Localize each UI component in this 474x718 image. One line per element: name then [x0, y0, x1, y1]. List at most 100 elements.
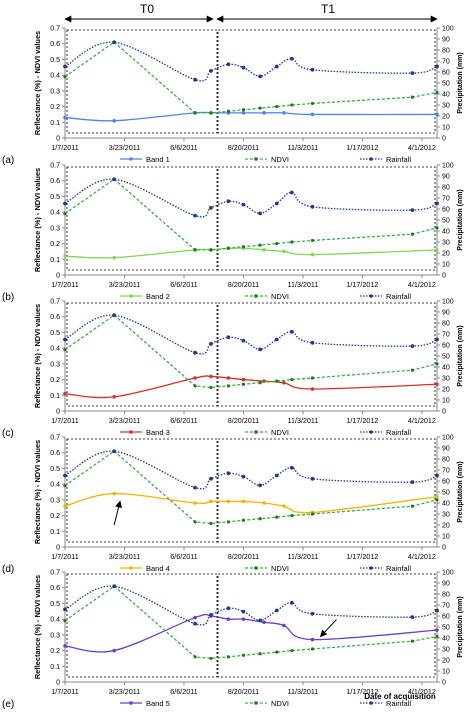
y-right-tick-label: 10	[442, 669, 450, 676]
y-right-tick-label: 70	[442, 332, 450, 339]
panel-label: (c)	[2, 428, 14, 439]
y-right-tick-label: 100	[442, 570, 454, 577]
data-point-rainfall	[310, 67, 315, 72]
y-left-tick-label: 0.5	[50, 57, 60, 64]
x-tick-label: 4/1/2012	[408, 416, 436, 425]
x-tick-label: 1/7/2011	[51, 687, 78, 696]
y-right-tick-label: 100	[442, 435, 454, 442]
data-point-ndvi	[310, 376, 315, 380]
panel-label: (b)	[2, 292, 14, 303]
data-point-rainfall	[274, 473, 279, 478]
legend-marker-rainfall	[369, 701, 373, 705]
data-point-ndvi	[410, 368, 415, 372]
x-tick-label: 3/23/2011	[109, 416, 140, 425]
data-point-band-5	[310, 637, 315, 642]
legend-marker-ndvi	[254, 157, 258, 161]
x-tick-label: 1/17/2012	[346, 280, 378, 289]
panel-label: (a)	[2, 155, 14, 166]
data-point-band-4	[241, 499, 246, 504]
y-left-title: Reflectance (%) - NDVI values	[33, 440, 42, 544]
series-line-rainfall	[64, 585, 438, 626]
y-left-tick-label: 0.5	[50, 601, 60, 608]
y-right-title: Precipitation (mm)	[457, 189, 464, 250]
y-right-tick-label: 0	[442, 273, 446, 280]
data-point-rainfall	[258, 211, 263, 216]
data-point-ndvi	[258, 106, 262, 110]
y-left-tick-label: 0.5	[50, 330, 60, 337]
data-point-ndvi	[435, 90, 439, 95]
data-point-rainfall	[63, 473, 67, 478]
legend-label-band-5: Band 5	[146, 699, 170, 708]
period-label-t1: T1	[321, 2, 335, 16]
y-right-tick-label: 10	[442, 534, 450, 541]
data-point-rainfall	[258, 74, 263, 79]
data-point-rainfall	[193, 621, 197, 626]
legend-label-ndvi: NDVI	[271, 564, 289, 573]
x-tick-label: 1/17/2012	[346, 552, 378, 561]
data-point-band-3	[226, 376, 231, 380]
data-point-rainfall	[226, 471, 231, 476]
series-line-ndvi	[64, 585, 438, 660]
data-point-rainfall	[274, 337, 279, 342]
y-right-tick-label: 70	[442, 196, 450, 203]
data-point-band-1	[435, 112, 439, 117]
series-line-band-1	[64, 111, 438, 122]
y-left-tick-label: 0.7	[50, 163, 60, 170]
data-point-rainfall	[310, 340, 315, 345]
y-left-tick-label: 0.1	[50, 529, 60, 536]
legend-label-ndvi: NDVI	[271, 292, 289, 301]
y-left-tick-label: 0.2	[50, 104, 60, 111]
data-point-band-1	[241, 111, 246, 115]
legend-label-rainfall: Rainfall	[386, 292, 411, 301]
data-point-ndvi	[258, 517, 262, 521]
data-point-rainfall	[226, 62, 231, 67]
y-left-tick-label: 0	[56, 136, 60, 143]
data-point-band-2	[112, 255, 116, 260]
period-box-t0	[66, 29, 218, 134]
series-line-ndvi	[64, 450, 438, 525]
data-point-ndvi	[435, 634, 439, 639]
y-left-title: Reflectance (%) - NDVI values	[33, 304, 42, 408]
data-point-band-4	[226, 499, 231, 504]
y-left-tick-label: 0.2	[50, 377, 60, 384]
data-point-ndvi	[310, 647, 315, 651]
data-point-ndvi	[209, 521, 213, 526]
data-point-ndvi	[310, 238, 315, 243]
y-left-tick-label: 0	[56, 680, 60, 687]
data-point-rainfall	[193, 350, 197, 355]
y-right-tick-label: 10	[442, 125, 450, 132]
y-right-tick-label: 60	[442, 207, 450, 214]
data-point-ndvi	[193, 111, 197, 115]
data-point-rainfall	[209, 206, 213, 210]
y-left-tick-label: 0.3	[50, 632, 60, 639]
y-right-tick-label: 50	[442, 81, 450, 88]
legend-marker-ndvi	[254, 430, 258, 434]
data-point-ndvi	[226, 109, 230, 113]
data-point-rainfall	[258, 347, 263, 352]
legend-label-ndvi: NDVI	[271, 699, 289, 708]
y-right-tick-label: 40	[442, 92, 450, 99]
data-point-rainfall	[310, 476, 315, 481]
data-point-ndvi	[241, 245, 246, 249]
data-point-rainfall	[289, 465, 294, 470]
data-point-rainfall	[112, 584, 117, 589]
data-point-rainfall	[435, 337, 439, 342]
legend-marker-ndvi	[254, 294, 258, 298]
panels: 0 0.1 0.2 0.3 0.4 0.5 0.6 0.7 0 10 20 30 40 50 60 70 80 9…	[2, 26, 464, 711]
series-line-rainfall	[64, 178, 438, 218]
series-line-rainfall	[64, 41, 438, 82]
data-point-ndvi	[193, 520, 197, 524]
series-line-ndvi	[64, 314, 438, 389]
x-tick-label: 1/17/2012	[346, 143, 378, 152]
data-point-ndvi	[241, 382, 246, 386]
data-point-rainfall	[193, 213, 197, 218]
data-point-ndvi	[258, 381, 262, 385]
data-point-rainfall	[112, 449, 117, 454]
period-box-t0	[66, 166, 218, 271]
data-point-ndvi	[226, 246, 230, 250]
y-right-tick-label: 90	[442, 174, 450, 181]
x-tick-label: 1/7/2011	[51, 552, 78, 561]
y-left-tick-label: 0.3	[50, 361, 60, 368]
x-tick-label: 4/1/2012	[408, 280, 436, 289]
